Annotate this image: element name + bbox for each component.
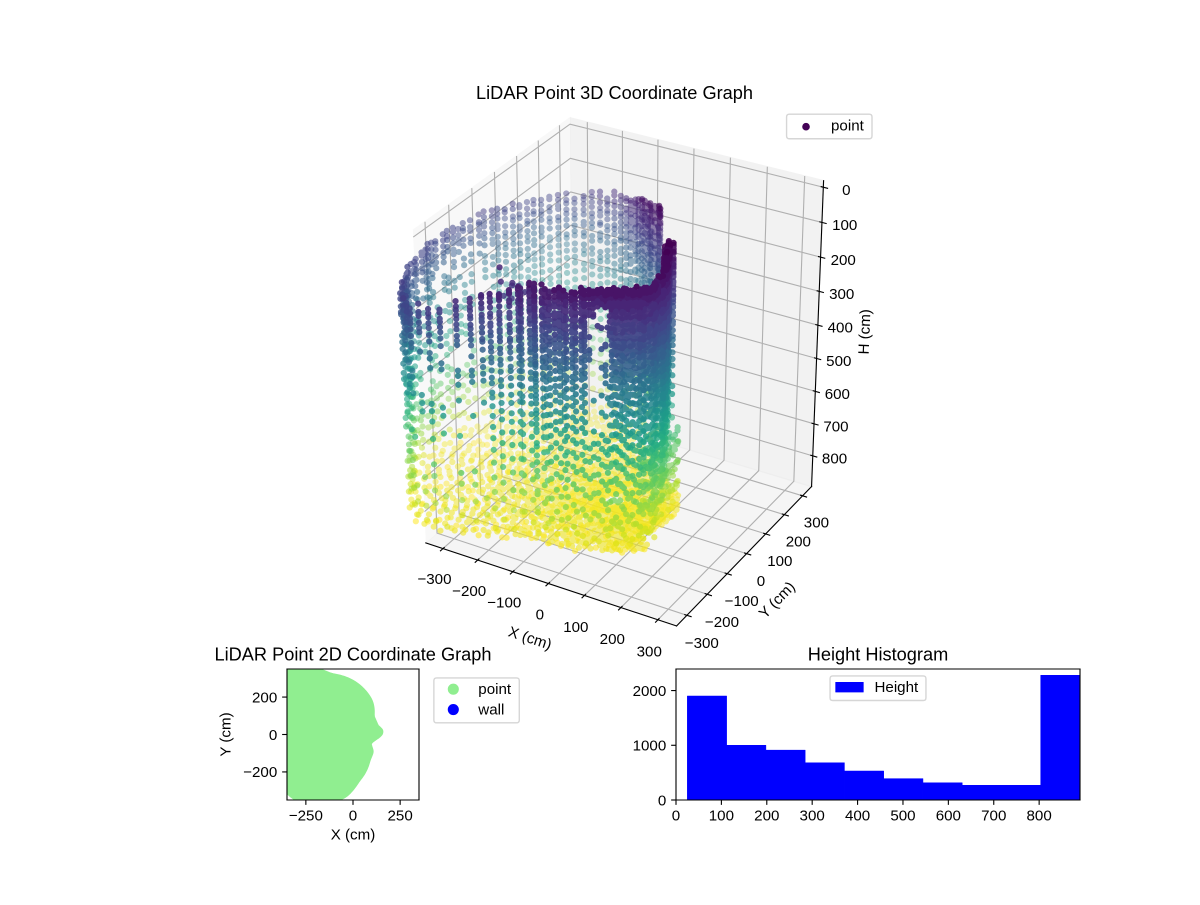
svg-text:0: 0 [269, 727, 277, 744]
svg-text:0: 0 [757, 573, 765, 590]
svg-text:Height Histogram: Height Histogram [808, 645, 949, 665]
svg-text:100: 100 [832, 217, 857, 234]
svg-text:800: 800 [822, 450, 847, 467]
svg-text:800: 800 [1027, 807, 1052, 824]
svg-text:300: 300 [829, 286, 854, 303]
svg-text:−200: −200 [705, 614, 739, 631]
svg-text:400: 400 [845, 807, 870, 824]
svg-text:250: 250 [388, 807, 413, 824]
svg-text:600: 600 [825, 386, 850, 403]
svg-text:−100: −100 [487, 595, 521, 612]
svg-text:200: 200 [831, 252, 856, 269]
svg-text:0: 0 [349, 807, 357, 824]
svg-text:−300: −300 [417, 571, 451, 588]
svg-text:600: 600 [936, 807, 961, 824]
svg-text:−200: −200 [452, 583, 486, 600]
svg-text:100: 100 [563, 619, 588, 636]
svg-text:1000: 1000 [633, 738, 667, 755]
svg-text:200: 200 [754, 807, 779, 824]
svg-text:2000: 2000 [633, 683, 667, 700]
svg-text:−200: −200 [243, 764, 277, 781]
svg-text:point: point [478, 681, 512, 698]
svg-text:100: 100 [709, 807, 734, 824]
svg-text:point: point [831, 117, 865, 134]
svg-text:0: 0 [672, 807, 680, 824]
svg-text:−250: −250 [289, 807, 323, 824]
svg-text:−100: −100 [725, 593, 759, 610]
svg-text:0: 0 [536, 607, 544, 624]
svg-text:Height: Height [874, 679, 919, 696]
svg-text:LiDAR Point 2D Coordinate Grap: LiDAR Point 2D Coordinate Graph [215, 645, 492, 665]
svg-text:H (cm): H (cm) [856, 309, 875, 355]
svg-text:100: 100 [767, 553, 792, 570]
svg-text:300: 300 [800, 807, 825, 824]
svg-text:700: 700 [981, 807, 1006, 824]
svg-text:200: 200 [786, 534, 811, 551]
svg-text:300: 300 [637, 643, 662, 660]
svg-text:X (cm): X (cm) [331, 826, 376, 843]
svg-text:LiDAR Point 3D Coordinate Grap: LiDAR Point 3D Coordinate Graph [476, 83, 753, 103]
svg-text:200: 200 [252, 689, 277, 706]
svg-text:wall: wall [477, 701, 504, 718]
svg-text:Y (cm): Y (cm) [218, 712, 235, 756]
svg-text:0: 0 [658, 792, 666, 809]
svg-text:400: 400 [828, 320, 853, 337]
svg-text:−300: −300 [685, 635, 719, 652]
svg-text:500: 500 [890, 807, 915, 824]
svg-text:300: 300 [804, 514, 829, 531]
svg-text:700: 700 [823, 418, 848, 435]
svg-text:0: 0 [842, 182, 850, 199]
svg-text:500: 500 [826, 353, 851, 370]
svg-text:200: 200 [600, 631, 625, 648]
